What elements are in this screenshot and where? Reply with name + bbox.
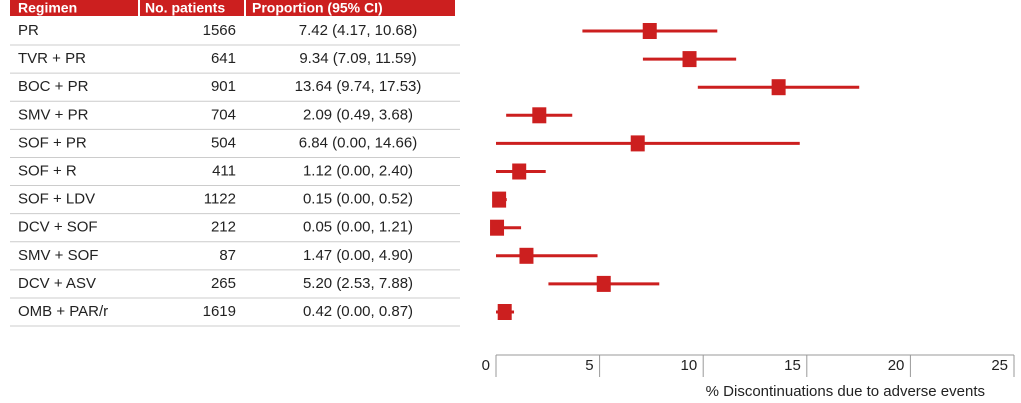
x-axis-label: % Discontinuations due to adverse events	[706, 383, 985, 400]
estimate-marker	[682, 51, 697, 68]
patient-count: 704	[211, 106, 236, 123]
estimate-marker	[532, 107, 547, 124]
proportion-label: 1.47 (0.00, 4.90)	[303, 247, 413, 264]
column-header: No. patients	[145, 0, 225, 16]
patient-count: 1122	[204, 191, 236, 208]
proportion-label: 0.42 (0.00, 0.87)	[303, 303, 413, 320]
patient-count: 212	[211, 219, 236, 236]
header-background	[10, 0, 455, 16]
column-header: Proportion (95% CI)	[252, 0, 383, 16]
estimate-marker	[492, 191, 507, 208]
estimate-marker	[490, 219, 505, 236]
x-tick-label: 10	[681, 357, 698, 374]
proportion-label: 9.34 (7.09, 11.59)	[299, 50, 416, 67]
estimate-marker	[519, 247, 534, 264]
patient-count: 641	[211, 50, 236, 67]
regimen-label: SOF + LDV	[18, 191, 95, 208]
regimen-label: DCV + ASV	[18, 275, 96, 292]
proportion-label: 0.15 (0.00, 0.52)	[303, 191, 413, 208]
estimate-marker	[497, 304, 512, 320]
estimate-marker	[642, 23, 657, 39]
regimen-label: PR	[18, 22, 39, 39]
regimen-label: SOF + PR	[18, 134, 87, 151]
x-tick-label: 20	[888, 357, 905, 374]
x-tick-label: 0	[482, 357, 490, 374]
column-header: Regimen	[18, 0, 77, 16]
estimate-marker	[630, 135, 645, 152]
proportion-label: 13.64 (9.74, 17.53)	[295, 78, 422, 95]
regimen-label: DCV + SOF	[18, 219, 98, 236]
x-tick-label: 25	[991, 357, 1008, 374]
patient-count: 1566	[203, 22, 236, 39]
proportion-label: 5.20 (2.53, 7.88)	[303, 275, 413, 292]
proportion-label: 6.84 (0.00, 14.66)	[299, 134, 417, 151]
regimen-label: SOF + R	[18, 162, 77, 179]
regimen-label: OMB + PAR/r	[18, 303, 108, 320]
patient-count: 411	[212, 162, 236, 179]
patient-count: 87	[219, 247, 236, 264]
x-tick-label: 5	[585, 357, 593, 374]
proportion-label: 2.09 (0.49, 3.68)	[303, 106, 413, 123]
regimen-label: SMV + SOF	[18, 247, 98, 264]
proportion-label: 7.42 (4.17, 10.68)	[299, 22, 417, 39]
patient-count: 901	[211, 78, 236, 95]
proportion-label: 0.05 (0.00, 1.21)	[303, 219, 413, 236]
patient-count: 504	[211, 134, 236, 151]
regimen-label: TVR + PR	[18, 50, 86, 67]
patient-count: 265	[211, 275, 236, 292]
regimen-label: BOC + PR	[18, 78, 89, 95]
x-tick-label: 15	[784, 357, 801, 374]
proportion-label: 1.12 (0.00, 2.40)	[303, 162, 413, 179]
estimate-marker	[596, 275, 611, 292]
estimate-marker	[771, 79, 786, 96]
regimen-label: SMV + PR	[18, 106, 89, 123]
estimate-marker	[512, 163, 527, 180]
patient-count: 1619	[203, 303, 236, 320]
